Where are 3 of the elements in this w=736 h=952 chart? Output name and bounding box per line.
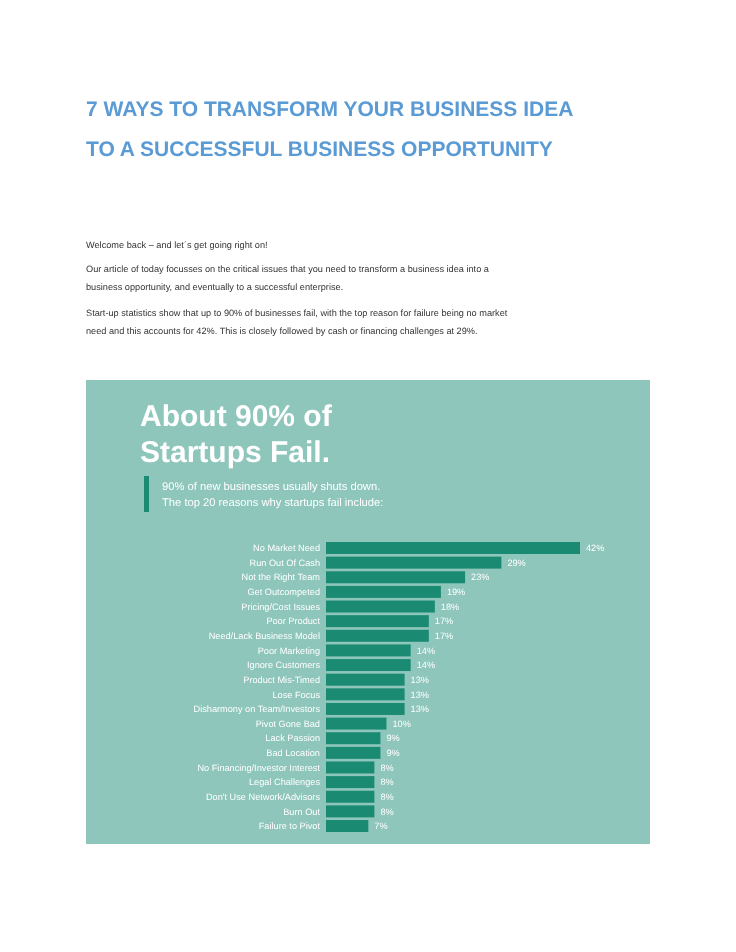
text: 7 WAYS TO TRANSFORM YOUR BUSINESS IDEA xyxy=(86,98,575,122)
text: TO A SUCCESSFUL BUSINESS OPPORTUNITY xyxy=(86,138,553,162)
chart-title: About 90% of Startups Fail. xyxy=(140,400,334,470)
